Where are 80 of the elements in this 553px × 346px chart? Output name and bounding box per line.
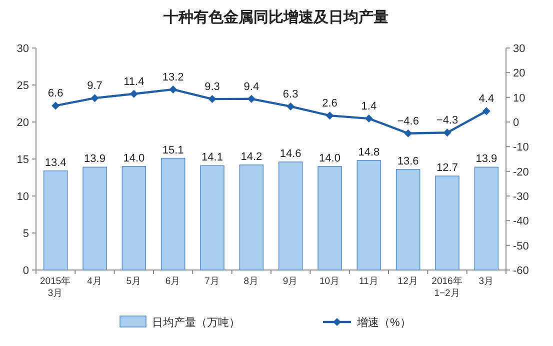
y-tick-label: 20 bbox=[16, 117, 29, 129]
data-label: 9.3 bbox=[204, 81, 220, 94]
point bbox=[364, 114, 373, 123]
data-label: 11.4 bbox=[124, 76, 144, 88]
point bbox=[208, 95, 216, 104]
legend-label: 增速（%） bbox=[356, 316, 411, 329]
point bbox=[169, 85, 178, 94]
point bbox=[443, 128, 452, 137]
x-tick-label: 11月 bbox=[358, 276, 379, 287]
data-label: 13.9 bbox=[84, 153, 106, 166]
bar bbox=[396, 168, 420, 270]
bar bbox=[239, 164, 264, 270]
x-tick-label: 6月 bbox=[165, 276, 181, 287]
data-label: 9.7 bbox=[87, 80, 102, 92]
y-tick-label: 0 bbox=[22, 265, 29, 277]
bar bbox=[160, 158, 186, 270]
point bbox=[482, 107, 490, 116]
data-label: 13.9 bbox=[476, 153, 498, 166]
x-tick-label: 10月 bbox=[319, 276, 340, 287]
y-tick-label: 10 bbox=[16, 191, 29, 203]
x-tick-label: 9月 bbox=[282, 276, 298, 287]
data-label: 6.3 bbox=[282, 88, 298, 100]
y2-tick-label: -10 bbox=[513, 142, 529, 154]
bar bbox=[356, 160, 382, 270]
data-label: 14.1 bbox=[202, 152, 223, 164]
y-tick-label: 5 bbox=[22, 228, 29, 240]
x-tick-label: 2015年 3月 bbox=[40, 275, 72, 299]
data-label: 13.2 bbox=[162, 71, 184, 84]
point bbox=[130, 90, 138, 98]
y-tick-label: 30 bbox=[16, 43, 29, 55]
bar bbox=[43, 170, 68, 270]
x-tick-label: 3月 bbox=[478, 276, 494, 287]
point bbox=[404, 129, 412, 138]
data-label: 6.6 bbox=[48, 88, 64, 100]
data-label: 14.6 bbox=[280, 148, 302, 160]
point bbox=[247, 94, 256, 103]
data-label: 13.6 bbox=[397, 155, 419, 168]
x-tick-label: 5月 bbox=[126, 276, 142, 287]
y2-tick-label: 0 bbox=[513, 117, 520, 129]
x-tick-label: 2016年 1−2月 bbox=[432, 275, 463, 299]
data-label: −4.3 bbox=[436, 114, 458, 127]
data-label: 14.8 bbox=[358, 146, 380, 158]
bar bbox=[318, 166, 342, 270]
data-label: 12.7 bbox=[436, 162, 458, 174]
y-tick-label: 25 bbox=[16, 80, 29, 92]
y2-tick-label: -60 bbox=[513, 265, 529, 277]
x-tick-label: 7月 bbox=[204, 276, 220, 287]
data-label: 2.6 bbox=[322, 98, 338, 110]
data-label: 13.4 bbox=[44, 156, 66, 169]
y2-tick-label: -50 bbox=[513, 240, 529, 252]
x-tick-label: 8月 bbox=[244, 276, 260, 287]
y-tick-label: 15 bbox=[16, 154, 29, 166]
point bbox=[326, 112, 334, 120]
bar bbox=[82, 166, 107, 270]
y2-tick-label: -20 bbox=[513, 166, 529, 178]
data-label: −4.6 bbox=[397, 115, 419, 128]
x-tick-label: 4月 bbox=[87, 276, 102, 287]
point bbox=[286, 102, 295, 110]
y2-tick-label: -30 bbox=[513, 191, 529, 203]
data-label: 1.4 bbox=[361, 100, 377, 113]
point bbox=[52, 102, 60, 110]
data-label: 14.2 bbox=[240, 150, 262, 163]
legend-label: 日均产量（万吨） bbox=[152, 316, 240, 329]
bar bbox=[474, 166, 499, 270]
bar bbox=[200, 165, 224, 270]
x-tick-label: 12月 bbox=[398, 276, 418, 287]
title: 十种有色金属同比增速及日均产量 bbox=[164, 9, 388, 26]
y2-tick-label: 20 bbox=[513, 68, 526, 80]
data-label: 14.0 bbox=[319, 152, 340, 164]
y2-tick-label: -40 bbox=[513, 216, 529, 228]
y2-tick-label: 10 bbox=[513, 92, 526, 104]
bar bbox=[278, 162, 303, 270]
data-label: 14.0 bbox=[123, 152, 145, 164]
data-label: 4.4 bbox=[478, 93, 494, 106]
bar bbox=[435, 176, 460, 270]
bar bbox=[122, 166, 146, 270]
y2-tick-label: 30 bbox=[513, 43, 526, 55]
data-label: 15.1 bbox=[162, 144, 184, 156]
point bbox=[90, 94, 99, 102]
data-label: 9.4 bbox=[244, 80, 260, 93]
